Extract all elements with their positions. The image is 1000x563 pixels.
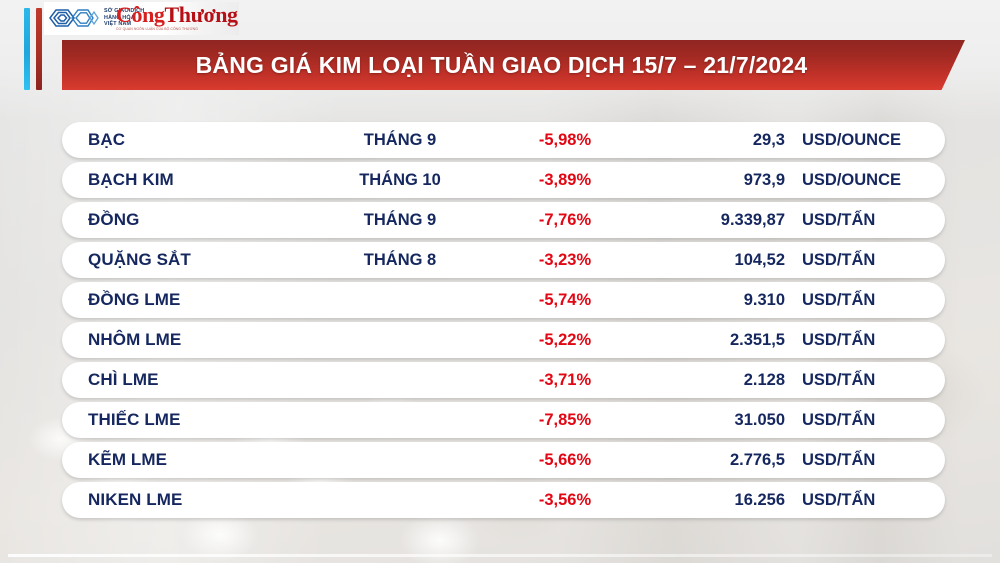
row-change-percent: -3,89%	[538, 170, 592, 189]
row-price-unit: USD/OUNCE	[802, 170, 902, 189]
mxv-logo-line-3: VIỆT NAM	[104, 21, 132, 28]
row-contract-month: THÁNG 8	[363, 250, 437, 269]
row-change-percent: -7,85%	[538, 410, 592, 429]
row-price-value: 2.351,5	[729, 330, 785, 349]
row-contract-month: THÁNG 9	[363, 210, 437, 229]
page-title: BẢNG GIÁ KIM LOẠI TUẦN GIAO DỊCH 15/7 – …	[195, 51, 808, 78]
row-commodity-name: ĐỒNG	[88, 210, 140, 229]
accent-bar-red	[36, 8, 42, 90]
row-price-value: 9.310	[743, 290, 785, 309]
row-commodity-name: QUẶNG SẮT	[88, 250, 191, 269]
row-contract-month: THÁNG 9	[363, 130, 437, 149]
table-row: BẠCH KIM THÁNG 10 -3,89% 973,9 USD/OUNCE	[62, 162, 945, 198]
table-row: QUẶNG SẮT THÁNG 8 -3,23% 104,52 USD/TẤN	[62, 242, 945, 278]
row-price-value: 2.128	[743, 370, 785, 389]
row-change-percent: -5,98%	[538, 130, 592, 149]
row-change-percent: -5,66%	[538, 450, 592, 469]
row-price-unit: USD/TẤN	[802, 370, 876, 389]
title-banner-shape	[62, 40, 965, 90]
row-price-value: 2.776,5	[729, 450, 785, 469]
row-price-value: 16.256	[734, 490, 785, 509]
row-price-value: 104,52	[734, 250, 785, 269]
table-row: CHÌ LME -3,71% 2.128 USD/TẤN	[62, 362, 945, 398]
row-change-percent: -5,22%	[538, 330, 592, 349]
cong-thuong-word-2: Thương	[164, 2, 239, 27]
row-price-unit: USD/TẤN	[802, 210, 876, 229]
cong-thuong-word-1: Công	[116, 2, 165, 27]
row-price-value: 31.050	[734, 410, 785, 429]
accent-bar-cyan	[24, 8, 30, 90]
mxv-logo-text: SỞ GIAO DỊCH HÀNG HÓA VIỆT NAM	[104, 8, 144, 27]
table-row: ĐỒNG THÁNG 9 -7,76% 9.339,87 USD/TẤN	[62, 202, 945, 238]
mxv-logo: SỞ GIAO DỊCH HÀNG HÓA VIỆT NAM	[48, 6, 144, 30]
row-change-percent: -3,56%	[538, 490, 592, 509]
row-price-unit: USD/TẤN	[802, 330, 876, 349]
table-row: ĐỒNG LME -5,74% 9.310 USD/TẤN	[62, 282, 945, 318]
row-price-unit: USD/TẤN	[802, 490, 876, 509]
mxv-logo-line-1: SỞ GIAO DỊCH	[104, 8, 145, 15]
row-change-percent: -3,23%	[538, 250, 592, 269]
cong-thuong-wordmark: CôngThương	[116, 2, 238, 27]
row-price-value: 973,9	[743, 170, 785, 189]
row-contract-month: THÁNG 10	[359, 170, 441, 189]
row-price-unit: USD/TẤN	[802, 250, 876, 269]
row-price-unit: USD/TẤN	[802, 410, 876, 429]
row-commodity-name: CHÌ LME	[88, 370, 159, 389]
table-row: NIKEN LME -3,56% 16.256 USD/TẤN	[62, 482, 945, 518]
mxv-logo-line-2: HÀNG HÓA	[104, 14, 135, 21]
row-commodity-name: BẠCH KIM	[88, 170, 174, 189]
mxv-maze-mark	[49, 9, 99, 27]
price-table: BẠC THÁNG 9 -5,98% 29,3 USD/OUNCE BẠCH KIM THÁ…	[62, 122, 945, 522]
table-row: BẠC THÁNG 9 -5,98% 29,3 USD/OUNCE	[62, 122, 945, 158]
row-price-unit: USD/OUNCE	[802, 130, 902, 149]
row-commodity-name: KẼM LME	[88, 450, 168, 469]
row-change-percent: -5,74%	[538, 290, 592, 309]
row-price-unit: USD/TẤN	[802, 290, 876, 309]
table-row: KẼM LME -5,66% 2.776,5 USD/TẤN	[62, 442, 945, 478]
table-row: NHÔM LME -5,22% 2.351,5 USD/TẤN	[62, 322, 945, 358]
row-commodity-name: NIKEN LME	[88, 490, 183, 509]
row-commodity-name: THIẾC LME	[88, 410, 181, 429]
logo-band: SỞ GIAO DỊCH HÀNG HÓA VIỆT NAM CôngThươn…	[0, 0, 1000, 90]
row-change-percent: -7,76%	[538, 210, 592, 229]
row-price-value: 29,3	[752, 130, 785, 149]
title-banner: BẢNG GIÁ KIM LOẠI TUẦN GIAO DỊCH 15/7 – …	[62, 40, 965, 90]
row-commodity-name: ĐỒNG LME	[88, 290, 181, 309]
row-change-percent: -3,71%	[538, 370, 592, 389]
table-row: THIẾC LME -7,85% 31.050 USD/TẤN	[62, 402, 945, 438]
cong-thuong-logo: CôngThương CƠ QUAN NGÔN LUẬN CỦA BỘ CÔNG…	[116, 2, 238, 32]
row-price-unit: USD/TẤN	[802, 450, 876, 469]
row-commodity-name: NHÔM LME	[88, 330, 182, 349]
cong-thuong-subtext: CƠ QUAN NGÔN LUẬN CỦA BỘ CÔNG THƯƠNG	[116, 27, 198, 31]
row-price-value: 9.339,87	[720, 210, 785, 229]
row-commodity-name: BẠC	[88, 130, 126, 149]
